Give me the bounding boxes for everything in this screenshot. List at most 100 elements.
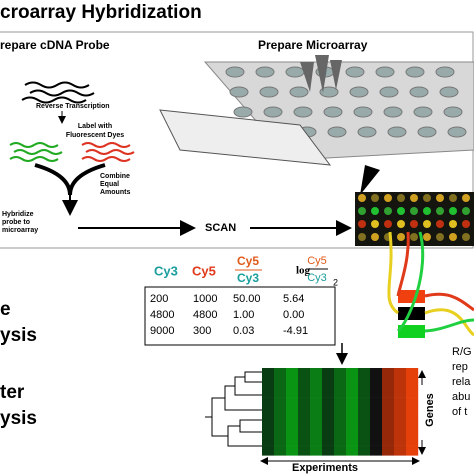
heat-cell: [382, 445, 395, 456]
heat-cell: [298, 416, 311, 427]
heat-cell: [370, 445, 383, 456]
cell: 4800: [150, 309, 174, 321]
heat-cell: [262, 387, 275, 398]
heat-cell: [406, 445, 419, 456]
heat-cell: [262, 397, 275, 408]
heat-cell: [322, 406, 335, 417]
well: [353, 106, 373, 118]
heat-cell: [322, 445, 335, 456]
well: [289, 86, 309, 98]
heat-cell: [298, 377, 311, 388]
heat-cell: [406, 426, 419, 437]
log-top: Cy5: [307, 255, 327, 267]
heat-cell: [394, 406, 407, 417]
ratio-bottom: Cy3: [237, 271, 259, 285]
heat-cell: [334, 377, 347, 388]
heat-cell: [274, 397, 287, 408]
spot: [410, 194, 418, 202]
dendrogram: [205, 371, 262, 447]
heat-cell: [262, 445, 275, 456]
left-label: ysis: [0, 325, 37, 346]
heat-cell: [346, 435, 359, 446]
left-label: e: [0, 299, 11, 320]
spot: [371, 194, 379, 202]
heat-cell: [370, 416, 383, 427]
heat-cell: [334, 406, 347, 417]
heat-cell: [370, 377, 383, 388]
heat-cell: [382, 435, 395, 446]
heat-cell: [358, 368, 371, 378]
zoom: [360, 165, 380, 195]
heat-cell: [286, 397, 299, 408]
heat-cell: [346, 387, 359, 398]
well: [349, 86, 369, 98]
spot: [423, 207, 431, 215]
heat-cell: [406, 368, 419, 378]
heat-cell: [322, 377, 335, 388]
heat-cell: [370, 397, 383, 408]
heat-cell: [334, 426, 347, 437]
heat-cell: [370, 387, 383, 398]
heat-cell: [298, 406, 311, 417]
heat-cell: [310, 387, 323, 398]
heatmap: [262, 368, 419, 456]
spot: [410, 207, 418, 215]
heat-cell: [334, 435, 347, 446]
heat-cell: [286, 426, 299, 437]
heat-cell: [406, 387, 419, 398]
well: [405, 66, 425, 78]
heat-cell: [322, 397, 335, 408]
heat-cell: [406, 416, 419, 427]
heat-cell: [286, 377, 299, 388]
heat-cell: [358, 426, 371, 437]
heat-cell: [346, 416, 359, 427]
heat-cell: [358, 406, 371, 417]
step: Reverse Transcription: [36, 103, 110, 110]
step: microarray: [2, 227, 38, 234]
well: [345, 66, 365, 78]
heat-cell: [394, 368, 407, 378]
cell: 4800: [193, 309, 217, 321]
well: [285, 66, 305, 78]
heat-cell: [346, 368, 359, 378]
step: Combine: [100, 173, 130, 180]
heat-cell: [274, 435, 287, 446]
well: [327, 126, 347, 138]
spot: [436, 233, 444, 241]
spot: [449, 233, 457, 241]
right-label: abu: [452, 391, 470, 403]
heat-cell: [346, 426, 359, 437]
well: [259, 86, 279, 98]
heat-cell: [298, 445, 311, 456]
cell: 1.00: [233, 309, 254, 321]
step: Amounts: [100, 189, 130, 196]
heat-cell: [322, 416, 335, 427]
step: Label with: [78, 123, 112, 130]
spot: [449, 194, 457, 202]
cell: 300: [193, 325, 211, 337]
heat-cell: [394, 397, 407, 408]
heat-cell: [382, 426, 395, 437]
spot: [397, 194, 405, 202]
heat-cell: [370, 368, 383, 378]
heat-cell: [274, 406, 287, 417]
spot: [462, 207, 470, 215]
well: [255, 66, 275, 78]
heat-cell: [298, 426, 311, 437]
heat-cell: [394, 435, 407, 446]
heat-cell: [382, 416, 395, 427]
combine: [34, 163, 106, 196]
spot: [384, 220, 392, 228]
well: [387, 126, 407, 138]
heat-cell: [262, 406, 275, 417]
scan: SCAN: [205, 222, 236, 234]
color-box: [398, 307, 425, 320]
well: [357, 126, 377, 138]
well: [413, 106, 433, 118]
well: [443, 106, 463, 118]
spot: [371, 207, 379, 215]
spots: [358, 194, 470, 241]
step: Fluorescent Dyes: [66, 132, 124, 139]
heat-cell: [358, 416, 371, 427]
well: [263, 106, 283, 118]
